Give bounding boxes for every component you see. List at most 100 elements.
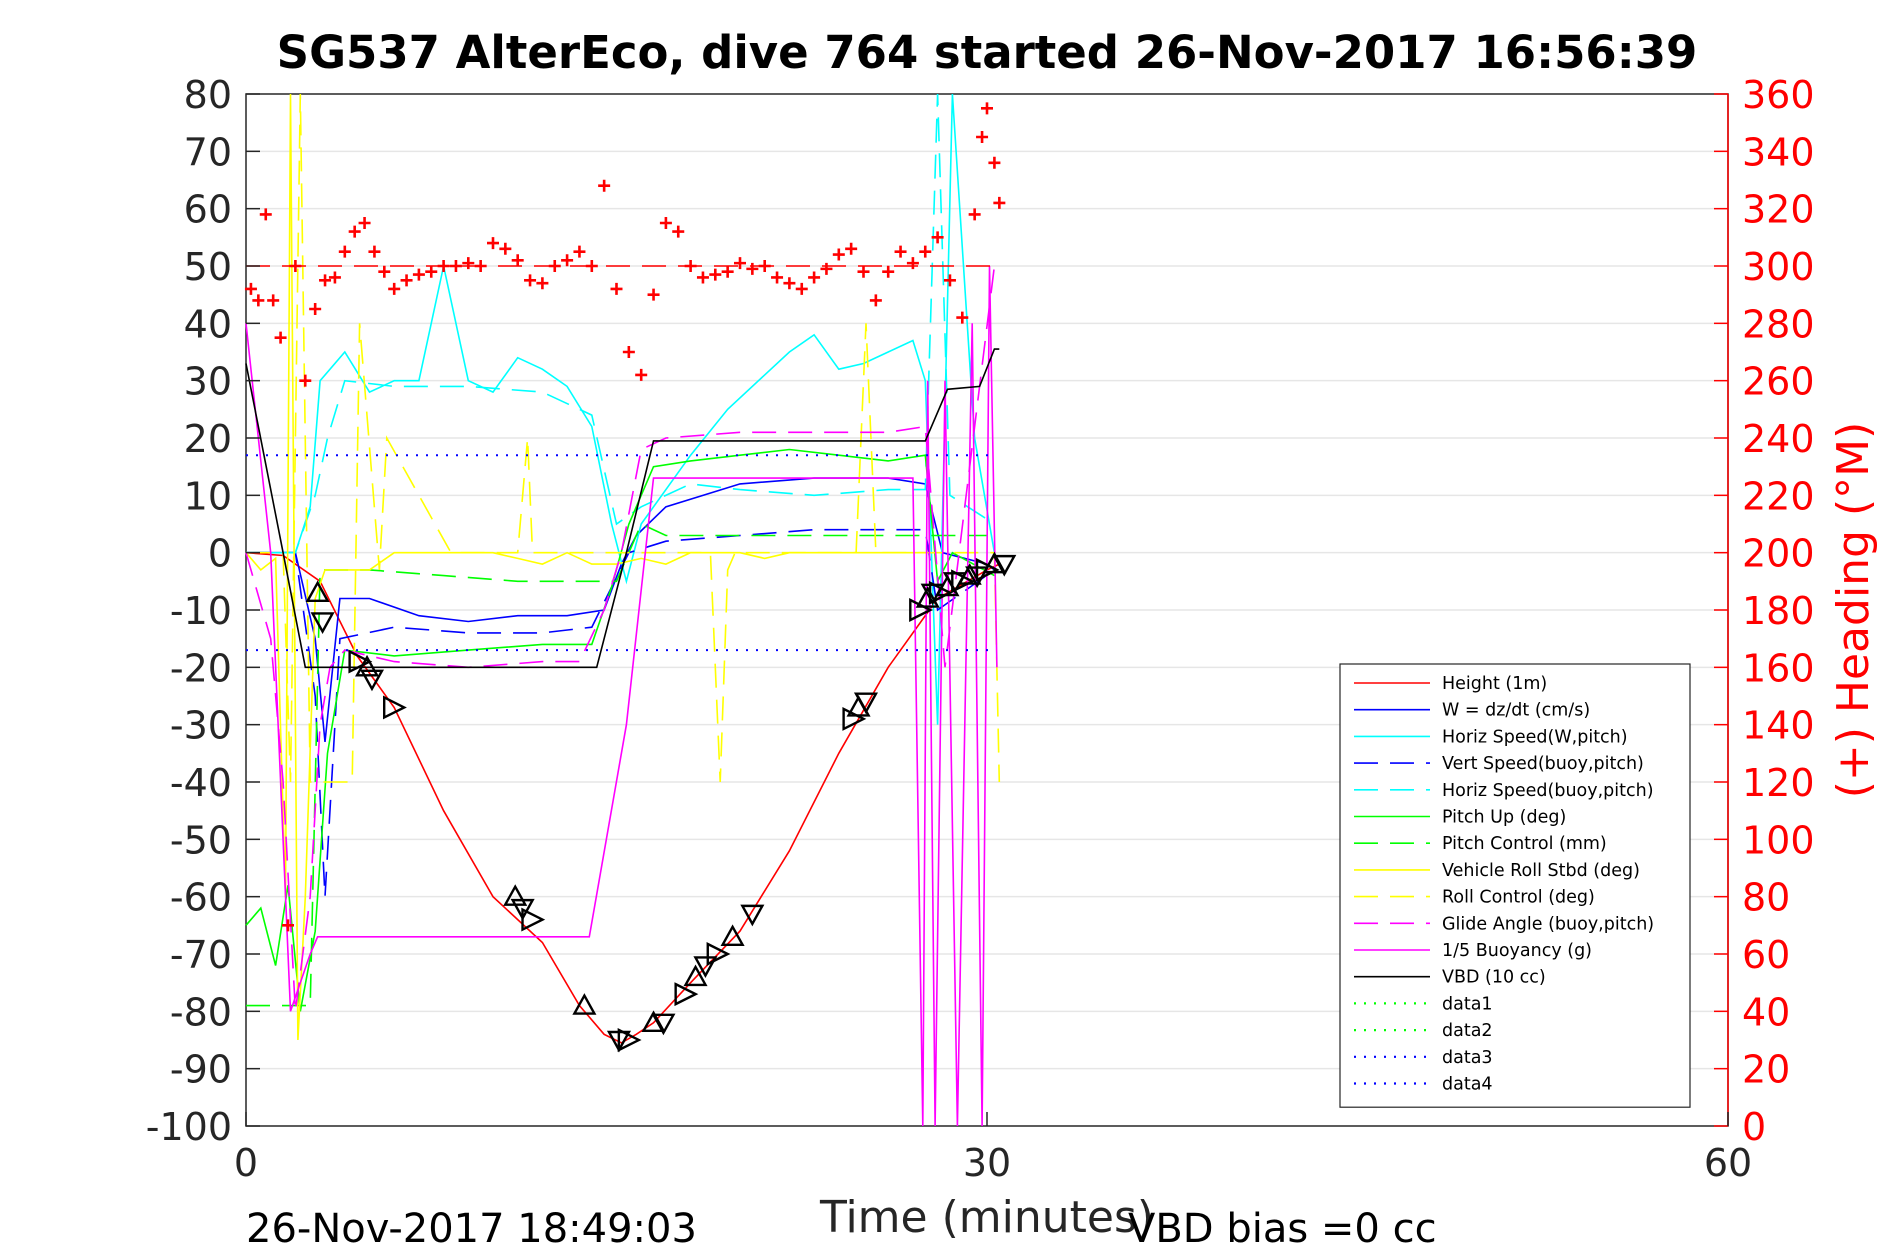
heading-point <box>328 271 341 284</box>
event-marker <box>693 956 718 978</box>
legend-label: data1 <box>1442 994 1493 1014</box>
heading-point <box>869 294 882 307</box>
event-marker <box>951 569 975 594</box>
footer-vbd-bias: VBD bias =0 cc <box>1128 1206 1437 1252</box>
y-right-tick-label: 140 <box>1742 704 1815 748</box>
heading-point <box>388 282 401 295</box>
heading-point <box>598 179 611 192</box>
footer-timestamp: 26-Nov-2017 18:49:03 <box>246 1206 697 1252</box>
heading-point <box>832 248 845 261</box>
legend-label: Pitch Up (deg) <box>1442 808 1566 828</box>
heading-point <box>659 217 672 229</box>
marker-layer <box>305 551 1017 1053</box>
event-marker <box>383 695 407 720</box>
heading-point <box>536 277 549 290</box>
heading-point <box>746 262 759 275</box>
heading-point <box>709 268 722 281</box>
y-right-tick-label: 0 <box>1742 1105 1766 1149</box>
heading-point <box>524 274 537 287</box>
y-right-tick-label: 40 <box>1742 990 1790 1034</box>
legend-label: Vehicle Roll Stbd (deg) <box>1442 861 1640 881</box>
event-marker <box>521 907 546 932</box>
y-tick-label: -50 <box>170 818 232 862</box>
y-right-tick-label: 200 <box>1742 532 1815 576</box>
heading-point <box>274 331 287 344</box>
y-tick-label: 40 <box>184 302 232 346</box>
heading-point <box>976 131 989 143</box>
heading-point <box>721 265 734 278</box>
heading-point <box>894 245 907 258</box>
heading-point <box>425 265 438 278</box>
y-tick-label: 20 <box>184 417 232 461</box>
series-vehicle-roll-stbd-deg <box>245 93 926 1041</box>
heading-point <box>635 368 648 381</box>
y-right-tick-label: 100 <box>1742 818 1815 862</box>
y-right-tick-label: 240 <box>1742 417 1815 461</box>
y-tick-label: 50 <box>184 245 232 289</box>
y-right-tick-label: 120 <box>1742 761 1815 805</box>
event-marker <box>510 898 535 921</box>
legend-label: Horiz Speed(buoy,pitch) <box>1442 781 1654 801</box>
y-tick-label: 70 <box>184 130 232 174</box>
heading-point <box>956 311 969 324</box>
event-marker <box>957 563 982 585</box>
y-right-tick-label: 320 <box>1742 188 1815 232</box>
event-marker <box>853 692 879 715</box>
y-right-tick-label: 340 <box>1742 130 1815 174</box>
y-tick-label: -60 <box>170 876 232 920</box>
event-marker <box>706 942 731 966</box>
y-right-tick-label: 160 <box>1742 646 1815 690</box>
heading-point <box>906 257 919 270</box>
series-vert-speed-buoy-pitch <box>246 528 995 897</box>
heading-point <box>462 257 475 270</box>
series-height-1m <box>245 551 1000 1044</box>
left-axis: 80 70 60 50 40 30 20 10 0 -10 -20 -30 -40 -50 -60 -70 -8… <box>146 73 260 1149</box>
legend-label: VBD (10 cc) <box>1442 968 1546 988</box>
y-right-tick-label: 80 <box>1742 876 1790 920</box>
heading-point <box>299 374 312 387</box>
heading-point <box>771 271 784 284</box>
series-vbd-10-cc <box>245 348 1000 669</box>
y-right-tick-label: 300 <box>1742 245 1815 289</box>
heading-point <box>309 303 322 315</box>
y-right-tick-label: 220 <box>1742 474 1815 518</box>
y-tick-label: 60 <box>184 188 232 232</box>
heading-point <box>474 260 487 272</box>
heading-point <box>845 242 858 255</box>
heading-point <box>647 288 660 301</box>
event-marker <box>348 649 373 674</box>
y-right-tick-label: 360 <box>1742 73 1815 117</box>
heading-point <box>808 271 821 284</box>
right-axis: 3603403203002802602402202001801601401201… <box>1714 73 1815 1149</box>
legend-label: Pitch Control (mm) <box>1442 834 1607 854</box>
event-marker <box>740 904 765 927</box>
heading-point <box>378 265 391 278</box>
heading-point <box>281 919 294 932</box>
heading-point <box>734 257 746 270</box>
event-marker <box>975 557 1000 582</box>
legend-label: Height (1m) <box>1442 674 1547 694</box>
y-tick-label: -100 <box>146 1105 232 1149</box>
event-marker <box>310 612 335 634</box>
x-axis-label: Time (minutes) <box>819 1192 1154 1243</box>
heading-point <box>319 274 332 287</box>
heading-point <box>412 268 425 281</box>
legend-label: W = dz/dt (cm/s) <box>1442 701 1590 721</box>
heading-point <box>368 245 381 258</box>
heading-point <box>758 260 771 272</box>
y-tick-label: -70 <box>170 933 232 977</box>
y-right-tick-label: 260 <box>1742 360 1815 404</box>
y-tick-label: -20 <box>170 646 232 690</box>
legend-label: data3 <box>1442 1048 1493 1068</box>
heading-point <box>672 225 685 238</box>
event-marker <box>572 993 597 1015</box>
heading-point <box>988 156 1001 169</box>
y-tick-label: -80 <box>170 990 232 1034</box>
legend-label: 1/5 Buoyancy (g) <box>1442 941 1592 961</box>
y-tick-label: -40 <box>170 761 232 805</box>
legend-label: data2 <box>1442 1021 1493 1041</box>
heading-point <box>338 245 351 258</box>
heading-layer <box>244 102 1006 932</box>
event-marker <box>720 924 745 946</box>
